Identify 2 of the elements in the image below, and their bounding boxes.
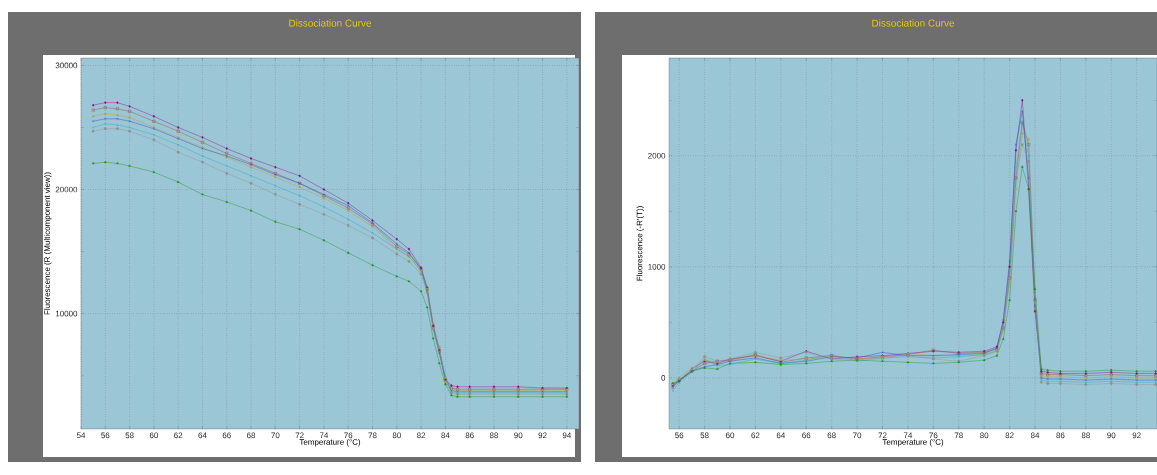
chart-title: Dissociation Curve — [872, 19, 955, 27]
chart-title: Dissociation Curve — [289, 19, 372, 27]
